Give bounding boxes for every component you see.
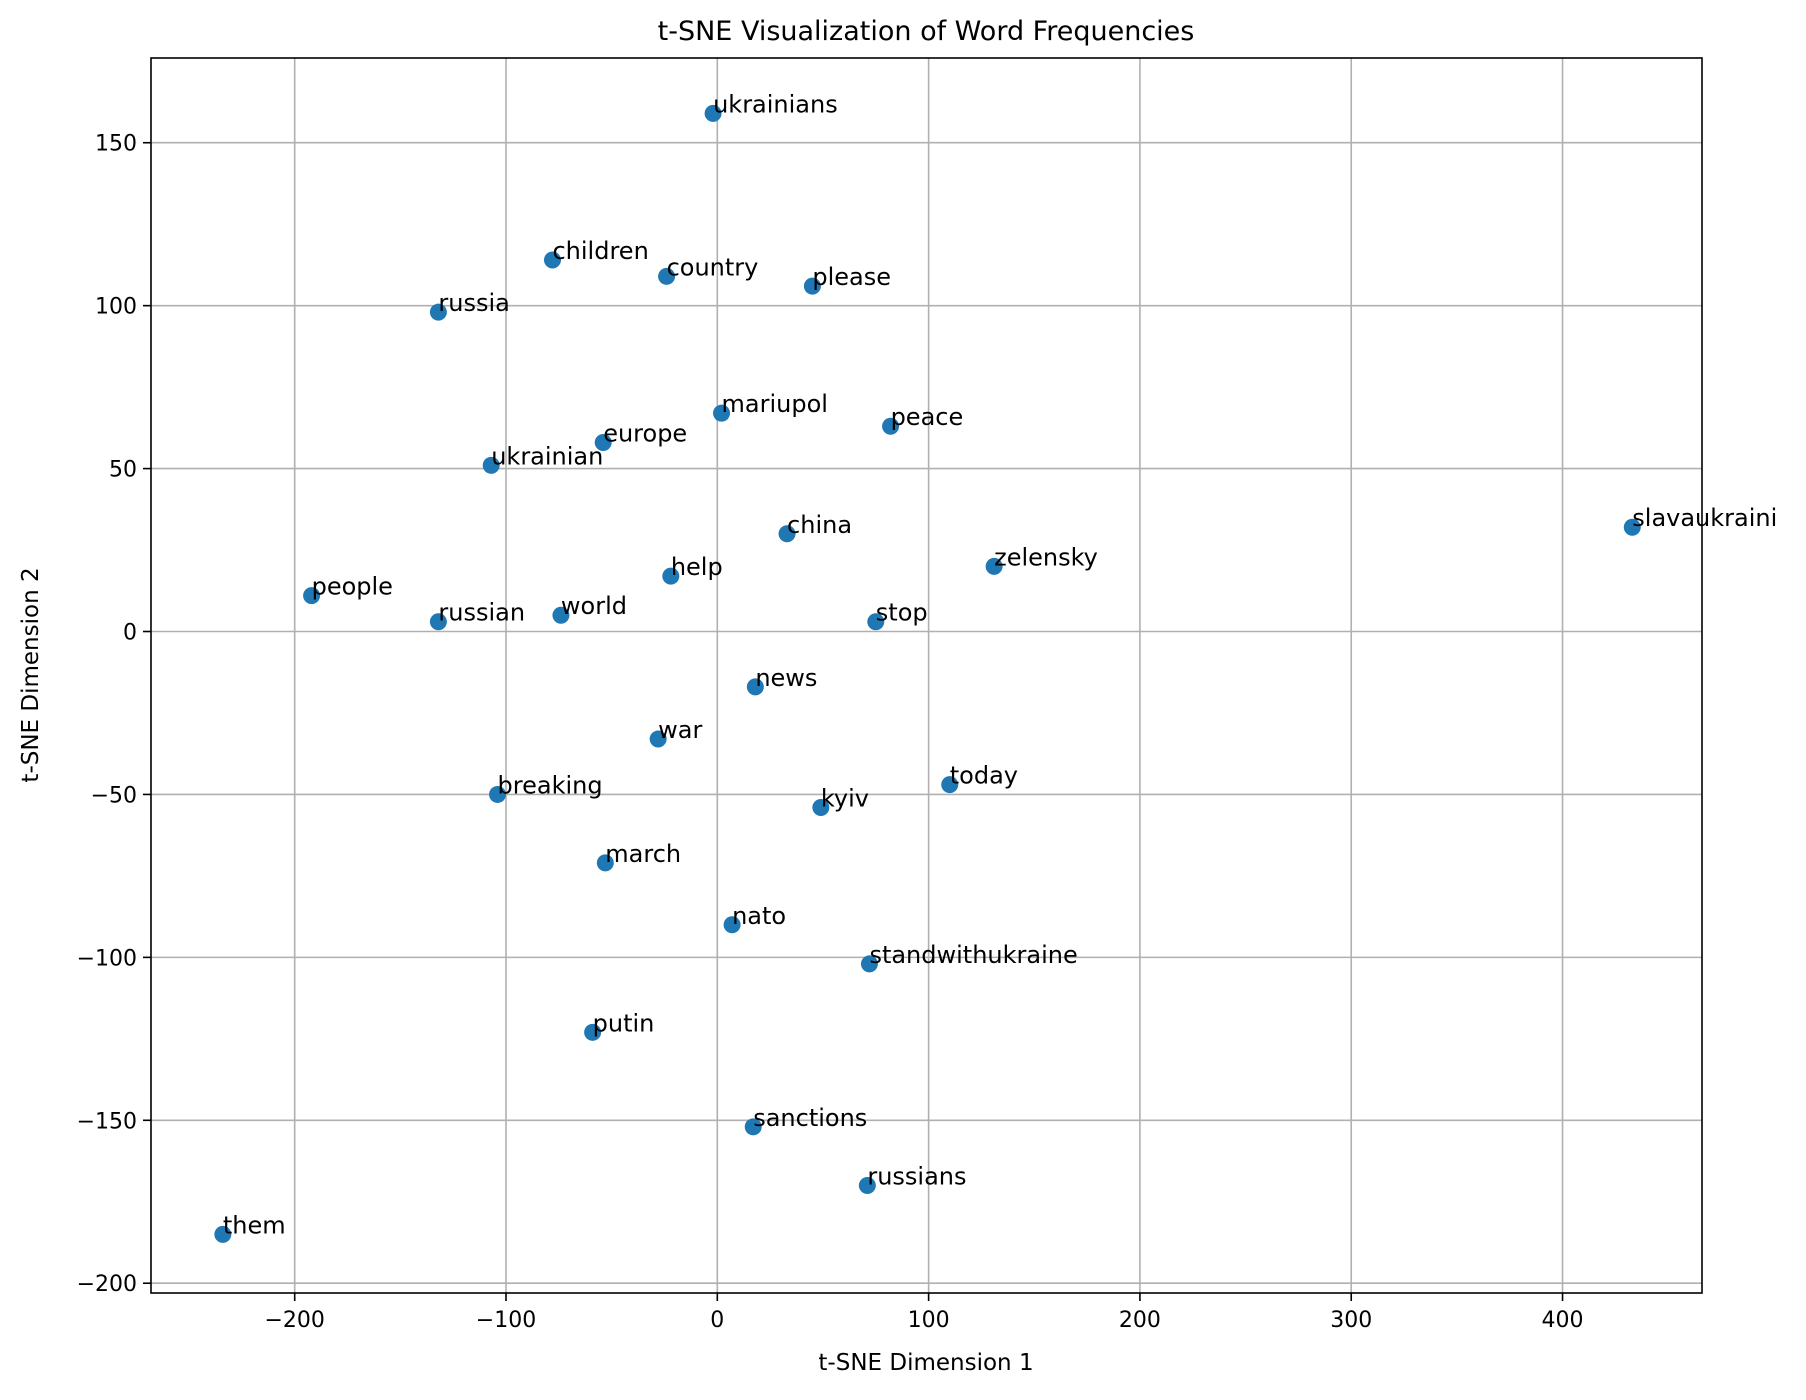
point-label: news xyxy=(755,664,817,692)
scatter-point xyxy=(778,525,796,543)
scatter-point xyxy=(941,776,959,794)
y-tick-label: −50 xyxy=(91,783,137,808)
scatter-point xyxy=(662,567,680,585)
y-tick-label: 150 xyxy=(95,132,137,157)
scatter-point xyxy=(543,251,561,269)
scatter-point xyxy=(584,1023,602,1041)
scatter-point xyxy=(746,678,764,696)
scatter-point xyxy=(596,854,614,872)
point-label: today xyxy=(950,762,1018,790)
point-label: mariupol xyxy=(722,390,828,418)
scatter-point xyxy=(429,613,447,631)
scatter-point xyxy=(482,456,500,474)
point-label: help xyxy=(671,553,723,581)
scatter-point xyxy=(658,267,676,285)
point-label: putin xyxy=(593,1009,655,1037)
scatter-point xyxy=(867,613,885,631)
y-tick-label: −100 xyxy=(77,946,137,971)
scatter-point xyxy=(704,104,722,122)
scatter-point xyxy=(985,557,1003,575)
scatter-point xyxy=(552,606,570,624)
scatter-point xyxy=(649,730,667,748)
x-tick-label: 300 xyxy=(1330,1308,1372,1333)
data-labels: ukrainians children country please russia mar… xyxy=(223,90,1777,1239)
scatter-point xyxy=(860,955,878,973)
x-tick-label: 200 xyxy=(1119,1308,1161,1333)
scatter-point xyxy=(713,404,731,422)
y-tick-label: 50 xyxy=(109,458,137,483)
y-tick-label: 100 xyxy=(95,295,137,320)
point-label: europe xyxy=(603,420,687,448)
point-label: kyiv xyxy=(821,784,869,812)
data-points xyxy=(214,104,1641,1243)
scatter-point xyxy=(812,798,830,816)
point-label: world xyxy=(561,592,627,620)
y-tick-label: −200 xyxy=(77,1272,137,1297)
point-label: march xyxy=(605,840,681,868)
y-tick-label: 0 xyxy=(123,621,137,646)
point-label: stop xyxy=(876,599,928,627)
scatter-point xyxy=(303,587,321,605)
scatter-point xyxy=(1623,518,1641,536)
point-label: china xyxy=(787,511,852,539)
point-label: war xyxy=(658,716,702,744)
point-label: russians xyxy=(867,1162,966,1190)
point-label: zelensky xyxy=(994,543,1098,571)
point-label: peace xyxy=(891,403,964,431)
point-label: sanctions xyxy=(753,1104,867,1132)
scatter-point xyxy=(594,434,612,452)
scatter-point xyxy=(214,1225,232,1243)
x-axis-label: t-SNE Dimension 1 xyxy=(818,1350,1033,1376)
plot-frame xyxy=(150,57,1703,1294)
y-axis-label: t-SNE Dimension 2 xyxy=(18,567,44,782)
scatter-point xyxy=(429,303,447,321)
x-tick-label: 0 xyxy=(710,1308,724,1333)
x-tick-label: 400 xyxy=(1542,1308,1584,1333)
point-label: russia xyxy=(438,289,509,317)
scatter-point xyxy=(744,1118,762,1136)
point-label: slavaukraini xyxy=(1632,504,1777,532)
chart-title: t-SNE Visualization of Word Frequencies xyxy=(658,16,1195,47)
grid xyxy=(151,58,1702,1293)
scatter-point xyxy=(489,785,507,803)
point-label: people xyxy=(312,573,393,601)
point-label: please xyxy=(812,263,891,291)
scatter-point xyxy=(882,417,900,435)
y-tick-label: −150 xyxy=(77,1109,137,1134)
point-label: ukrainians xyxy=(713,90,838,118)
scatter-point xyxy=(858,1176,876,1194)
scatter-point xyxy=(803,277,821,295)
axis-ticks: −200 −100 0 100 200 300 400 −200 −150 −100 −50 0 50 1… xyxy=(77,132,1584,1333)
point-label: russian xyxy=(438,599,525,627)
scatter-point xyxy=(723,916,741,934)
point-label: them xyxy=(223,1211,286,1239)
x-tick-label: 100 xyxy=(908,1308,950,1333)
point-label: country xyxy=(667,253,759,281)
point-label: standwithukraine xyxy=(869,941,1077,969)
point-label: breaking xyxy=(498,771,603,799)
point-label: nato xyxy=(732,902,786,930)
x-tick-label: −200 xyxy=(264,1308,324,1333)
x-tick-label: −100 xyxy=(476,1308,536,1333)
point-label: children xyxy=(552,237,648,265)
point-label: ukrainian xyxy=(491,442,603,470)
